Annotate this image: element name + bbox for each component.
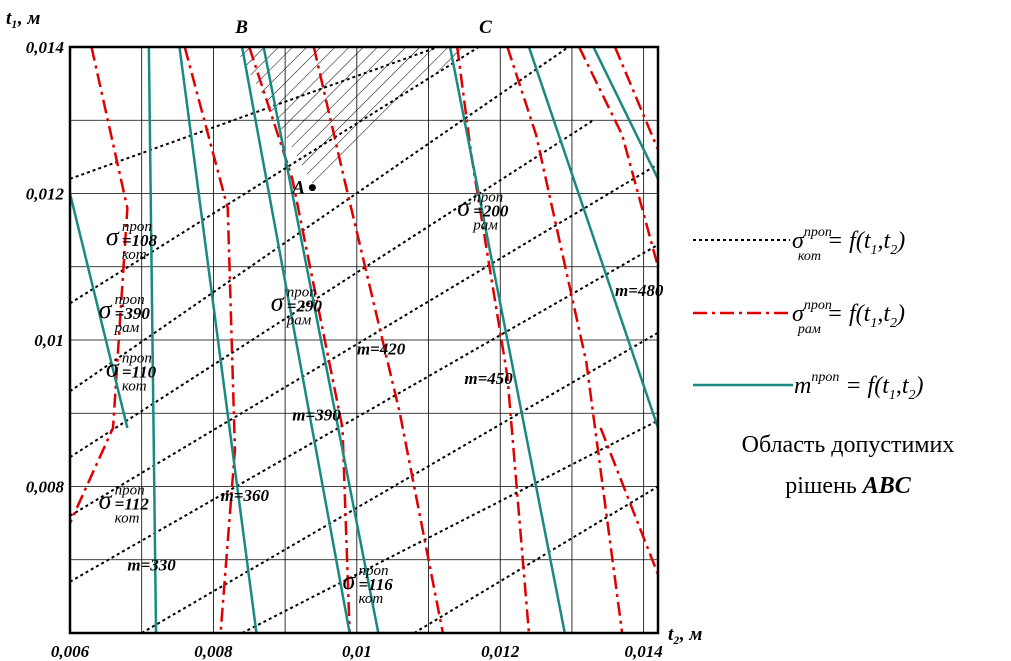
legend: σпроп кот = f(t1,t2) σпроп рам = f(t1,t2) …: [693, 225, 954, 499]
sigma-symbol: σ: [106, 222, 120, 251]
sigma-kot-line: [70, 163, 658, 517]
sigma-sup: проп: [287, 285, 317, 301]
sigma-value: =200: [473, 201, 509, 220]
sigma-ram-line: [312, 47, 445, 633]
m-label: m=390: [292, 406, 341, 425]
sigma-sub: рам: [472, 217, 498, 233]
m-label: m=480: [615, 281, 664, 300]
m-line: [147, 47, 158, 633]
sigma-kot-line: [141, 331, 658, 633]
y-tick-label: 0,014: [26, 38, 64, 57]
y-axis-label: t₁, м: [6, 8, 40, 29]
sigma-ram-lines: [70, 47, 658, 633]
m-line: [592, 47, 658, 180]
tick-labels: 0,006 0,008 0,01 0,012 0,014 0,008 0,01 0,012 0,…: [26, 38, 663, 661]
sigma-value: =290: [287, 297, 323, 316]
legend-item-ram: σпроп рам = f(t1,t2): [792, 298, 905, 337]
y-tick-label: 0,01: [34, 331, 64, 350]
legend-item-kot: σпроп кот = f(t1,t2): [792, 225, 905, 264]
sigma-ram-line: [183, 47, 237, 633]
x-tick-label: 0,006: [51, 642, 90, 661]
legend-item-m: mпроп = f(t1,t2): [794, 370, 924, 403]
m-line: [527, 47, 658, 429]
sigma-ram-line: [599, 427, 658, 575]
sigma-sub: кот: [122, 247, 147, 263]
plot-frame: [68, 45, 660, 635]
sigma-ram-line: [506, 47, 624, 633]
sigma-sup: проп: [122, 351, 152, 367]
sigma-symbol: σ: [457, 192, 471, 221]
sigma-kot-line: [70, 47, 571, 393]
sigma-ram-line: [577, 47, 658, 268]
x-tick-label: 0,012: [481, 642, 520, 661]
sigma-value: =110: [122, 363, 157, 382]
legend-area-line1: Область допустимих: [742, 432, 955, 458]
point-a-marker: [308, 184, 316, 192]
point-label-a: A: [291, 178, 305, 199]
m-line: [178, 47, 258, 633]
sigma-sup: проп: [115, 482, 145, 498]
m-lines: [70, 47, 658, 633]
point-label-b: B: [234, 17, 248, 38]
sigma-sub: кот: [358, 591, 383, 607]
y-tick-label: 0,008: [26, 478, 65, 497]
y-tick-label: 0,012: [26, 185, 65, 204]
x-axis-label: t₂, м: [668, 624, 702, 645]
sigma-ram-line: [455, 47, 531, 633]
sigma-sup: проп: [473, 189, 503, 205]
sigma-sup: проп: [358, 563, 388, 579]
sigma-sup: проп: [115, 292, 145, 308]
sigma-ram-line: [613, 47, 658, 151]
sigma-symbol: σ: [342, 566, 356, 595]
sigma-sub: рам: [286, 313, 312, 329]
feasible-region-abc: [234, 47, 465, 187]
sigma-value: =108: [122, 231, 158, 250]
sigma-ram-line: [248, 47, 351, 633]
sigma-symbol: σ: [99, 485, 113, 514]
x-tick-label: 0,008: [194, 642, 233, 661]
legend-area-line2: рішень ABC: [785, 473, 912, 499]
m-label: m=420: [357, 340, 406, 359]
m-label: m=330: [127, 556, 176, 575]
region-abc-hatch: [234, 47, 465, 187]
sigma-ram-line: [70, 47, 129, 524]
sigma-kot-line: [70, 47, 480, 305]
sigma-symbol: σ: [99, 295, 113, 324]
sigma-sub: рам: [114, 320, 140, 336]
plot-border: [68, 45, 660, 635]
sigma-sup: проп: [122, 219, 152, 235]
point-label-c: C: [479, 17, 492, 38]
sigma-value: =116: [358, 575, 393, 594]
x-tick-label: 0,01: [342, 642, 372, 661]
x-tick-label: 0,014: [625, 642, 663, 661]
sigma-kot-line: [70, 119, 595, 459]
m-label: m=360: [221, 486, 270, 505]
sigma-kot-line: [241, 419, 658, 633]
sigma-sub: кот: [115, 510, 140, 526]
sigma-symbol: σ: [271, 288, 285, 317]
sigma-value: =112: [115, 494, 150, 513]
m-line: [70, 193, 129, 429]
sigma-kot-line: [70, 243, 658, 583]
sigma-sub: кот: [122, 379, 147, 395]
m-line: [448, 47, 567, 633]
sigma-symbol: σ: [106, 354, 120, 383]
m-line: [262, 47, 380, 633]
m-label: m=450: [464, 369, 513, 388]
m-line: [240, 47, 351, 633]
sigma-value: =390: [115, 304, 151, 323]
